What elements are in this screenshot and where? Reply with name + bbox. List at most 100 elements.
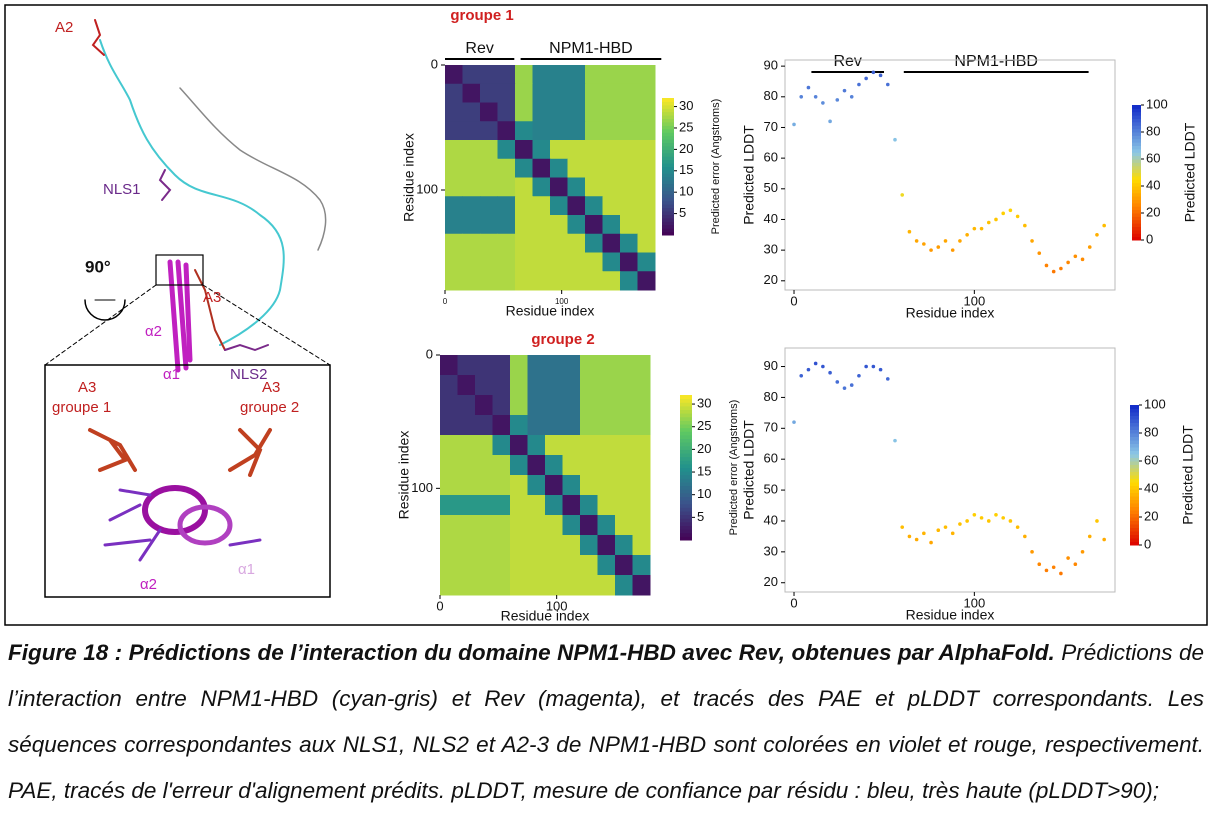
heatmap-cell [615,355,633,376]
segment-label: Rev [465,40,493,57]
y-tick-label: 100 [416,181,438,196]
heatmap-cell [532,158,551,178]
colorbar-step [662,211,674,215]
heatmap-cell [632,395,651,416]
colorbar-step [662,183,674,188]
heatmap-cell [527,575,546,596]
heatmap-cell [510,475,528,496]
colorbar-step [680,518,692,523]
colorbar-step [680,496,692,501]
colorbar-tick-label: 60 [1144,452,1158,467]
heatmap-cell [615,395,633,416]
colorbar-step [662,98,674,102]
heatmap-cell [457,515,476,536]
point [965,233,969,237]
point [994,512,998,517]
colorbar-step [1130,415,1139,420]
point [1008,519,1013,523]
heatmap-cell [602,252,621,272]
colorbar-step [1130,517,1139,521]
colorbar-step [662,180,674,185]
heatmap-cell [585,215,603,235]
point [900,525,905,529]
heatmap-cell [567,233,586,253]
colorbar-step [1130,419,1139,423]
y-tick-label: 30 [764,242,778,257]
point [914,537,919,542]
colorbar-step [662,111,674,116]
heatmap-cell [457,375,476,396]
colorbar-tick-label: 30 [697,396,711,411]
heatmap-cell [480,252,498,272]
colorbar-step [1132,189,1141,194]
colorbar-step [662,221,674,226]
heatmap-cell [475,375,493,396]
y-tick-label: 50 [764,482,778,497]
heatmap-cell [527,475,546,496]
heatmap-cell [567,83,586,103]
point [907,534,912,539]
heatmap-cell [585,177,603,197]
colorbar-step [680,416,692,421]
colorbar-step [680,420,692,425]
heatmap-cell [440,555,458,576]
point [799,373,804,378]
heatmap-cell [497,215,516,235]
heatmap-cell [445,177,463,197]
point [1030,239,1034,243]
heatmap-cell [497,140,516,160]
point [1073,562,1078,567]
heatmap-cell [550,102,568,122]
heatmap-cell [445,158,463,178]
point [792,420,796,424]
point [950,248,955,252]
heatmap-cell [445,102,463,122]
heatmap-cell [550,65,568,85]
heatmap-cell [445,83,463,103]
point [1037,562,1042,567]
colorbar-step [662,152,674,157]
heatmap-cell [527,415,546,436]
colorbar-step [1132,169,1141,173]
heatmap-cell [562,395,581,416]
colorbar-step [662,169,674,174]
heatmap-cell [615,535,633,556]
heatmap-cell [515,271,533,291]
heatmap-cell [457,575,476,596]
x-tick-label: 100 [963,293,985,308]
colorbar-step [680,511,692,516]
heatmap-cell [510,515,528,536]
heatmap-cell [510,415,528,436]
colorbar-step [1130,433,1139,437]
colorbar-tick-label: 100 [1146,96,1168,111]
colorbar-step [1132,162,1141,167]
point [806,85,811,90]
colorbar-step [680,536,692,541]
colorbar-step [1132,199,1141,204]
heatmap-cell [497,83,516,103]
heatmap-cell [492,435,511,456]
colorbar-tick-label: 80 [1144,424,1158,439]
heatmap-cell [597,575,616,596]
heatmap-cell [562,475,581,496]
heatmap-cell [480,177,498,197]
colorbar-step [662,187,674,191]
heatmap-cell [567,177,586,197]
point [936,245,941,249]
heatmap-cell [562,415,581,436]
x-tick-label: 100 [963,595,985,610]
heatmap-cell [497,65,516,85]
segment-label: NPM1-HBD [549,40,633,57]
colorbar-step [680,438,692,443]
colorbar-tick-label: 20 [1144,508,1158,523]
heatmap-cell [597,475,616,496]
colorbar-step [1130,485,1139,490]
heatmap-cell [445,196,463,216]
colorbar-step [680,521,692,526]
point [965,519,969,523]
heatmap-cell [632,415,651,436]
point [1059,266,1063,271]
point [849,95,854,99]
colorbar-step [1132,233,1141,238]
colorbar-tick-label: 25 [697,418,711,433]
